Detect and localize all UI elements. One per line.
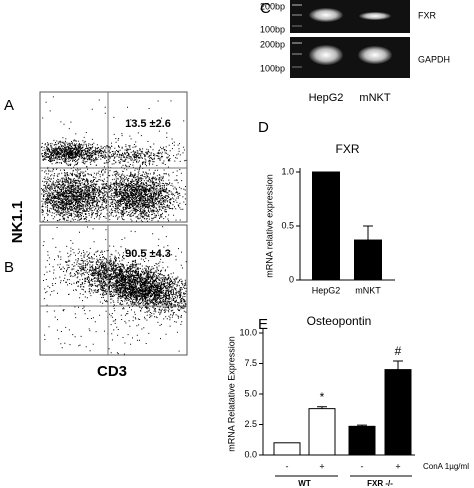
bar (273, 442, 301, 456)
y-tick-label: 0.0 (244, 449, 257, 459)
x-axis-label: CD3 (97, 363, 127, 380)
bar (312, 171, 340, 281)
error-bar (393, 360, 403, 370)
panel-label: E (258, 316, 268, 333)
annotation: 90.5 ±4.3 (125, 248, 171, 260)
bar (348, 425, 376, 456)
x-tick-label: + (319, 461, 324, 471)
gene-label: FXR (418, 10, 437, 20)
condition-label: ConA 1µg/ml (423, 462, 469, 471)
y-axis-label: mRNA relative expression (264, 174, 274, 278)
y-tick-label: 2.5 (244, 419, 257, 429)
flow-plot (39, 224, 188, 356)
chart-title: Osteopontin (307, 314, 372, 328)
bar (308, 408, 336, 456)
y-tick-label: 1.0 (281, 166, 294, 176)
x-tick-label: + (395, 461, 400, 471)
group-label: FXR -/- (367, 479, 393, 488)
gel-image (290, 0, 410, 78)
dot-cloud (41, 137, 116, 168)
error-bar (357, 424, 367, 427)
x-tick-label: HepG2 (312, 285, 341, 295)
lane-label: HepG2 (309, 92, 344, 104)
error-bar (363, 225, 373, 241)
flow-plot (39, 91, 188, 223)
size-marker: 200bp (260, 1, 285, 11)
y-tick-label: 7.5 (244, 358, 257, 368)
dot-cloud (70, 141, 187, 169)
lane-label: mNKT (359, 92, 390, 104)
panel-label: B (4, 259, 14, 276)
y-axis-label: NK1.1 (9, 201, 26, 244)
gene-label: GAPDH (418, 54, 450, 64)
size-marker: 200bp (260, 39, 285, 49)
panel-label: C (260, 0, 271, 17)
bar-annotation: # (395, 344, 402, 358)
panel-label: A (4, 97, 14, 114)
y-axis-label: mRNA Relatative Expression (226, 336, 236, 452)
panel-label: D (258, 119, 269, 136)
group-label: WT (298, 479, 311, 488)
bar (354, 239, 382, 281)
x-tick-label: - (286, 461, 289, 471)
dot-cloud (52, 238, 187, 325)
error-bar (317, 406, 327, 409)
y-tick-label: 10.0 (239, 327, 257, 337)
annotation: 13.5 ±2.6 (125, 118, 171, 130)
bar (384, 369, 412, 456)
y-tick-label: 0.5 (281, 220, 294, 230)
y-tick-label: 0 (289, 274, 294, 284)
dot-cloud (41, 163, 119, 222)
x-tick-label: - (361, 461, 364, 471)
x-tick-label: mNKT (355, 285, 381, 295)
chart-title: FXR (336, 142, 360, 156)
dot-cloud (84, 160, 187, 222)
size-marker: 100bp (260, 63, 285, 73)
bar-annotation: * (320, 390, 325, 404)
size-marker: 100bp (260, 24, 285, 34)
y-tick-label: 5.0 (244, 388, 257, 398)
